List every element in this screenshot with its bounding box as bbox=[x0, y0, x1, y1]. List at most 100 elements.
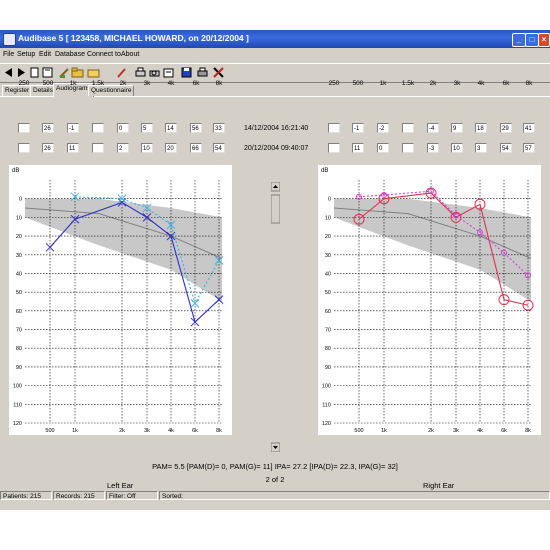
left-row1-cell-4[interactable]: 0 bbox=[117, 123, 129, 133]
data-point-o bbox=[522, 299, 534, 311]
status-patients: Patients: 215 bbox=[0, 491, 52, 500]
right-row2-cell-5[interactable]: 10 bbox=[451, 143, 463, 153]
left-freq-1: 500 bbox=[42, 80, 54, 87]
y-tick-label: 110 bbox=[13, 402, 22, 408]
y-tick-label: 30 bbox=[16, 253, 22, 259]
status-filter: Filter: Off bbox=[106, 491, 158, 500]
left-row1-cell-3[interactable] bbox=[92, 123, 104, 133]
tools-icon[interactable] bbox=[212, 66, 225, 79]
x-tick-label: 6k bbox=[501, 428, 507, 434]
left-row2-cell-5[interactable]: 10 bbox=[141, 143, 153, 153]
vertical-scrollbar[interactable] bbox=[271, 182, 280, 452]
right-row2-cell-3[interactable] bbox=[402, 143, 414, 153]
right-ear-audiogram: dB 0 10 20 30 40 50 60 70 80 90 100 110 120 500 1k 2k 3k 4… bbox=[318, 165, 541, 435]
left-row1-cell-2[interactable]: -1 bbox=[67, 123, 79, 133]
menu-connect-to[interactable]: Connect to bbox=[87, 51, 121, 58]
series-line-0 bbox=[358, 192, 529, 306]
right-freq-7: 6k bbox=[502, 80, 510, 87]
median-line bbox=[24, 207, 223, 259]
menu-about[interactable]: About bbox=[121, 51, 140, 58]
folder-icon[interactable] bbox=[71, 66, 84, 79]
left-row2-cell-6[interactable]: 20 bbox=[165, 143, 177, 153]
back-icon[interactable] bbox=[2, 66, 15, 79]
right-row1-cell-2[interactable]: -2 bbox=[377, 123, 389, 133]
menu-file[interactable]: File bbox=[3, 51, 15, 58]
left-freq-2: 1k bbox=[69, 80, 77, 87]
left-row1-cell-6[interactable]: 14 bbox=[165, 123, 177, 133]
right-row2-cell-2[interactable]: 0 bbox=[377, 143, 389, 153]
left-row1-cell-8[interactable]: 33 bbox=[213, 123, 225, 133]
print-preview-icon[interactable] bbox=[148, 66, 161, 79]
right-row2-cell-8[interactable]: 57 bbox=[523, 143, 535, 153]
paint-brush-icon[interactable] bbox=[115, 66, 128, 79]
y-tick-label: 20 bbox=[16, 234, 22, 240]
series-line-1 bbox=[358, 190, 529, 276]
right-row1-cell-1[interactable]: -1 bbox=[352, 123, 364, 133]
right-row1-cell-5[interactable]: 9 bbox=[451, 123, 463, 133]
print-icon[interactable] bbox=[134, 66, 147, 79]
right-freq-2: 1k bbox=[379, 80, 387, 87]
normal-range-band bbox=[334, 198, 531, 302]
data-point-o bbox=[428, 188, 434, 195]
right-row1-cell-8[interactable]: 41 bbox=[523, 123, 535, 133]
data-point-x bbox=[166, 231, 176, 241]
y-tick-label: 50 bbox=[16, 290, 22, 296]
menu-bar: File Setup Edit Database Connect to Abou… bbox=[0, 49, 550, 61]
menu-edit[interactable]: Edit bbox=[39, 51, 52, 58]
minimize-button[interactable]: _ bbox=[512, 33, 526, 47]
close-button[interactable]: × bbox=[538, 33, 550, 47]
folder-open-icon[interactable] bbox=[87, 66, 100, 79]
right-freq-4: 2k bbox=[429, 80, 437, 87]
right-row2-cell-4[interactable]: -3 bbox=[427, 143, 439, 153]
y-tick-label: 80 bbox=[16, 346, 22, 352]
left-row2-cell-4[interactable]: 2 bbox=[117, 143, 129, 153]
data-point-x bbox=[45, 242, 55, 252]
printer-icon[interactable] bbox=[196, 66, 209, 79]
normal-range-band bbox=[25, 198, 222, 302]
left-row1-cell-1[interactable]: 26 bbox=[42, 123, 54, 133]
data-point-x bbox=[117, 194, 127, 204]
left-row2-cell-3[interactable] bbox=[92, 143, 104, 153]
maximize-button[interactable]: □ bbox=[525, 33, 539, 47]
left-row2-cell-0[interactable] bbox=[18, 143, 30, 153]
left-ear-audiogram: dB 0 10 20 30 40 50 60 70 80 90 100 110 120 500 1k 2k 3k 4… bbox=[9, 165, 232, 435]
left-row2-cell-1[interactable]: 26 bbox=[42, 143, 54, 153]
right-row1-cell-0[interactable] bbox=[328, 123, 340, 133]
left-freq-7: 6k bbox=[192, 80, 200, 87]
right-row1-cell-7[interactable]: 29 bbox=[500, 123, 512, 133]
right-row2-cell-7[interactable]: 54 bbox=[500, 143, 512, 153]
y-tick-label: 120 bbox=[13, 421, 22, 427]
tab-questionnaire[interactable]: Questionnaire bbox=[88, 85, 135, 96]
menu-database[interactable]: Database bbox=[55, 51, 85, 58]
left-freq-5: 3k bbox=[143, 80, 151, 87]
y-tick-label: 120 bbox=[322, 421, 331, 427]
edit-pencil-icon[interactable] bbox=[58, 66, 71, 79]
right-row1-cell-6[interactable]: 18 bbox=[475, 123, 487, 133]
save-disk-icon[interactable] bbox=[41, 66, 54, 79]
window-title: Audibase 5 [ 123458, MICHAEL HOWARD, on … bbox=[18, 33, 249, 43]
menu-setup[interactable]: Setup bbox=[17, 51, 36, 58]
left-row2-cell-7[interactable]: 66 bbox=[190, 143, 202, 153]
page-icon[interactable] bbox=[28, 66, 41, 79]
right-freq-3: 1.5k bbox=[401, 80, 415, 87]
export-icon[interactable] bbox=[162, 66, 175, 79]
y-axis-title: dB bbox=[321, 168, 328, 174]
left-row1-cell-7[interactable]: 56 bbox=[190, 123, 202, 133]
right-row1-cell-4[interactable]: -4 bbox=[427, 123, 439, 133]
left-row1-cell-0[interactable] bbox=[18, 123, 30, 133]
median-line bbox=[333, 207, 532, 259]
left-row2-cell-2[interactable]: 11 bbox=[67, 143, 79, 153]
right-row2-cell-6[interactable]: 3 bbox=[475, 143, 487, 153]
forward-icon[interactable] bbox=[15, 66, 28, 79]
right-row2-cell-1[interactable]: 11 bbox=[352, 143, 364, 153]
right-row2-cell-0[interactable] bbox=[328, 143, 340, 153]
y-tick-label: 0 bbox=[328, 197, 331, 203]
data-point-o bbox=[477, 229, 483, 236]
scroll-down-icon bbox=[273, 446, 278, 449]
x-tick-label: 2k bbox=[119, 428, 125, 434]
right-row1-cell-3[interactable] bbox=[402, 123, 414, 133]
left-row2-cell-8[interactable]: 54 bbox=[213, 143, 225, 153]
disk-icon[interactable] bbox=[180, 66, 193, 79]
data-point-x bbox=[190, 317, 200, 327]
left-row1-cell-5[interactable]: 5 bbox=[141, 123, 153, 133]
